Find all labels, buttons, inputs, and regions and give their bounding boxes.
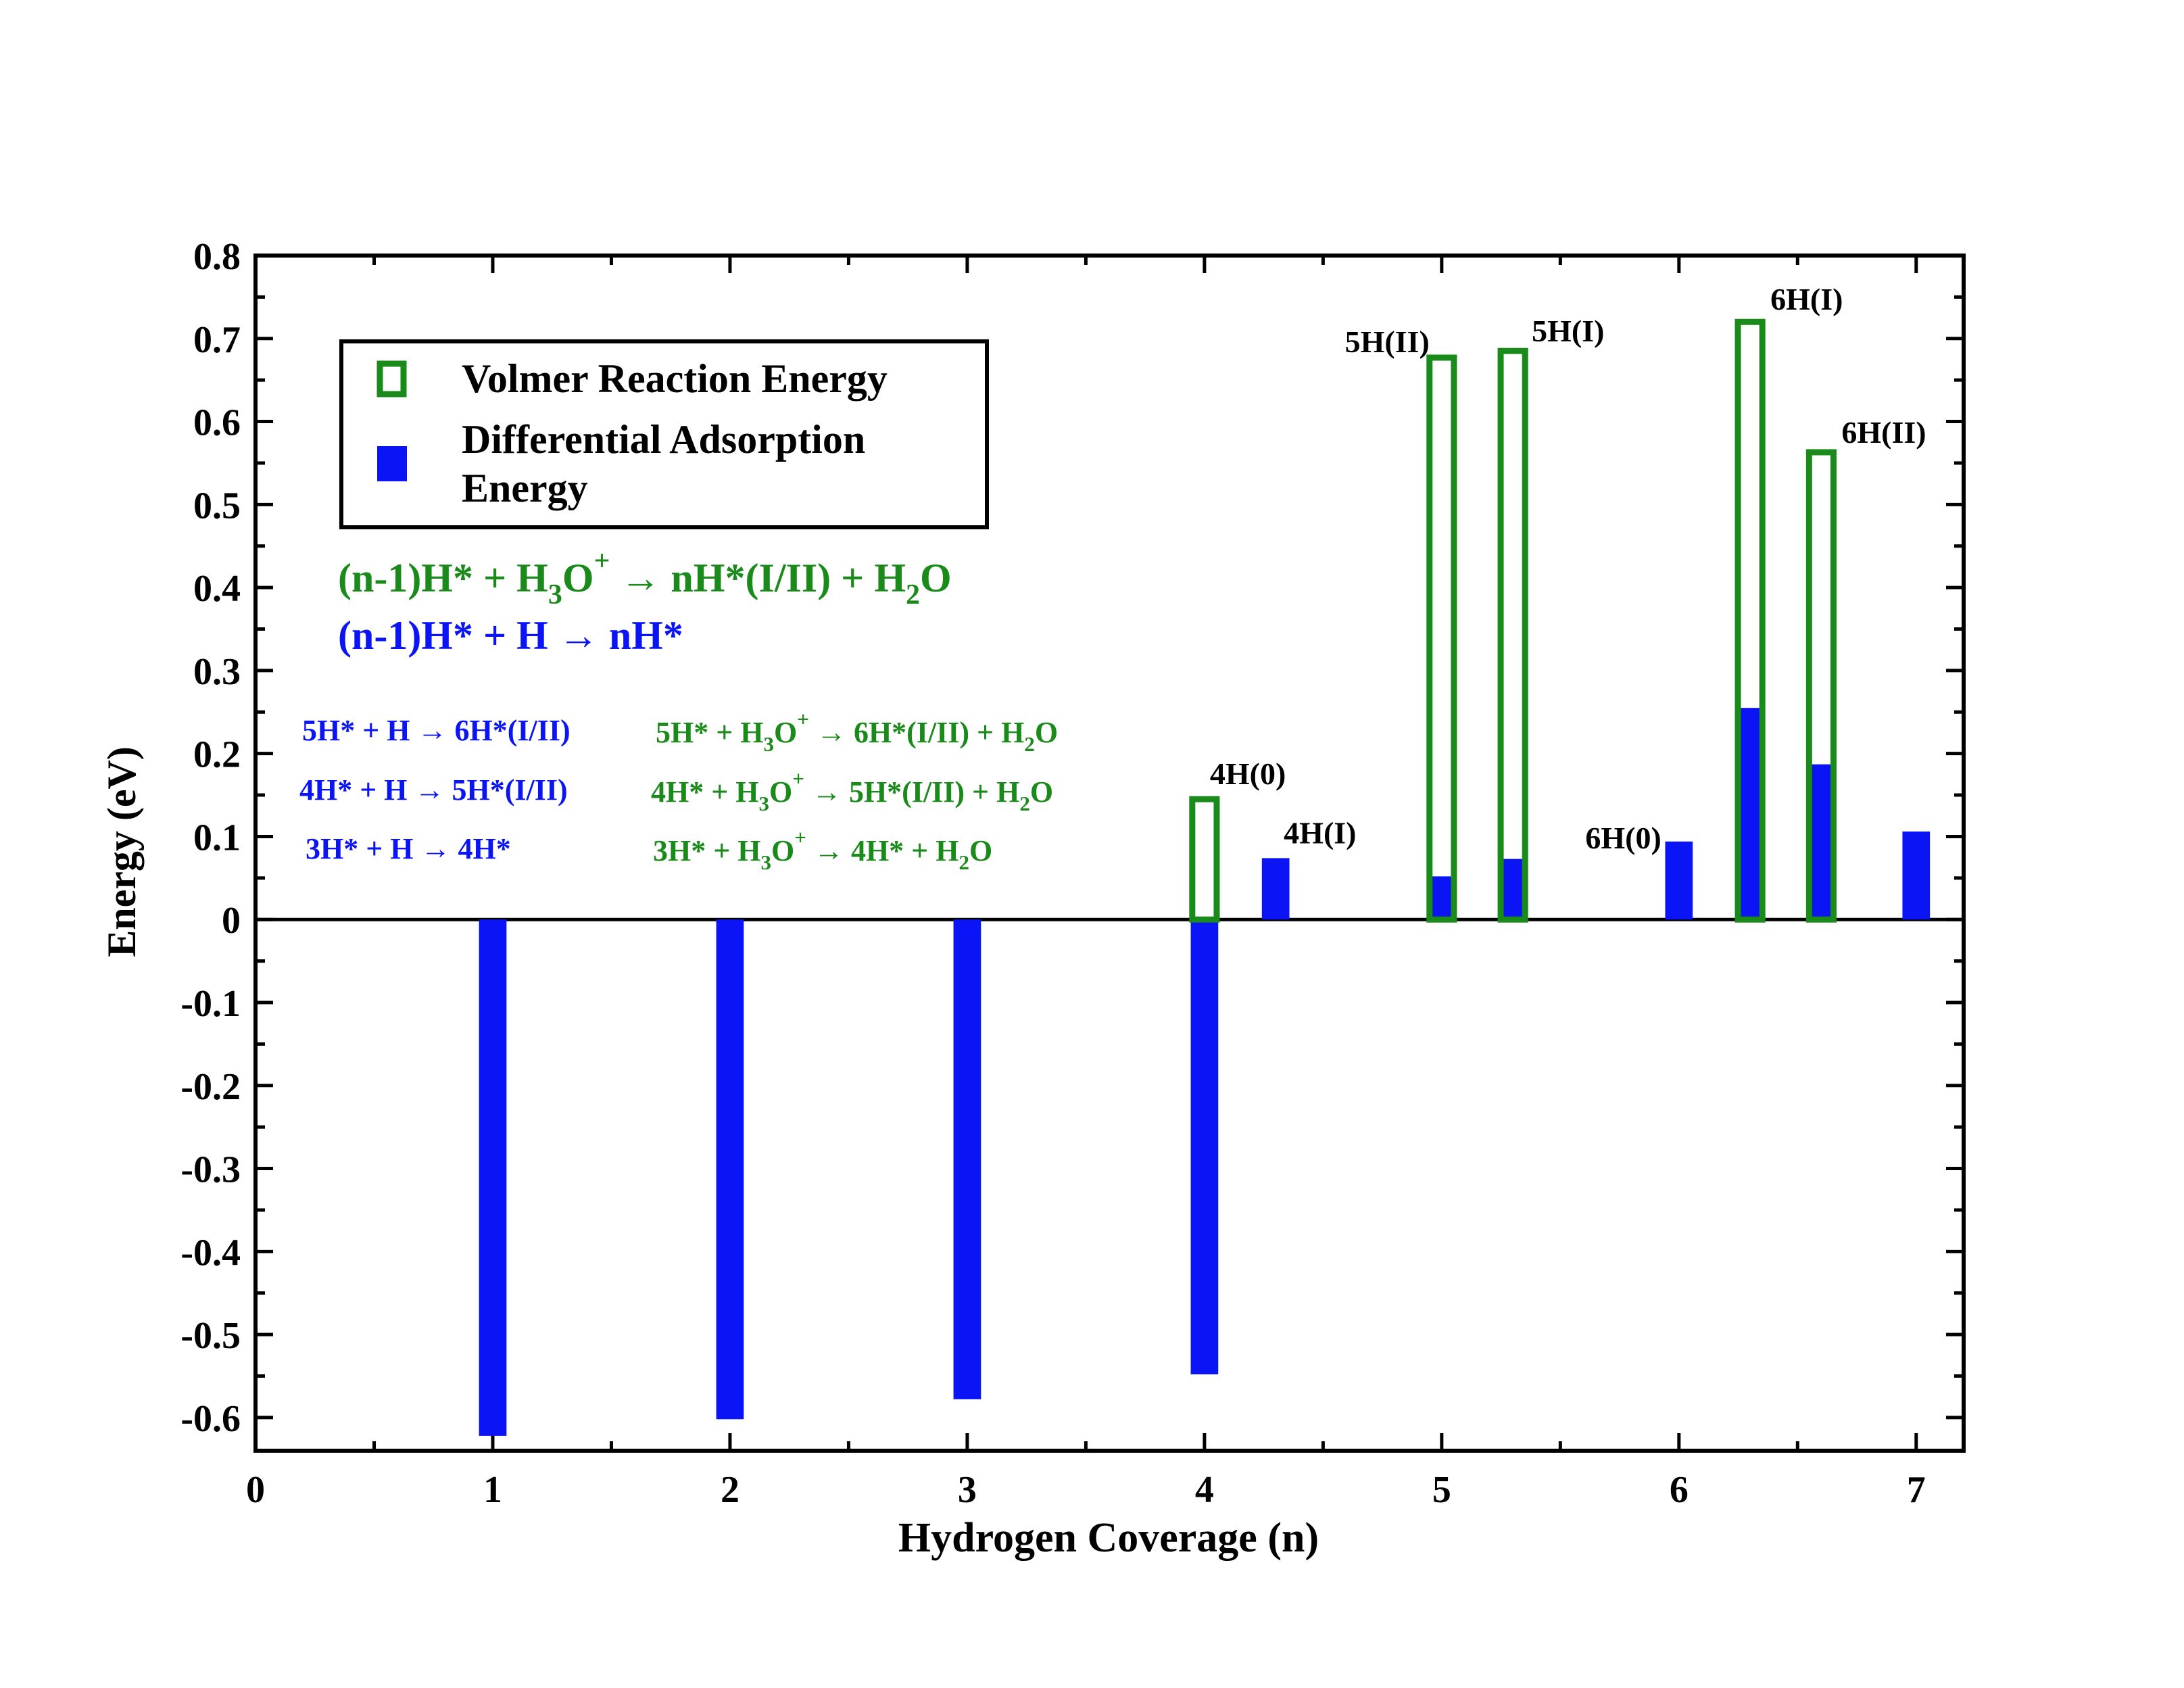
legend-label-volmer: Volmer Reaction Energy: [462, 356, 888, 401]
bar-label: 4H(I): [1284, 815, 1356, 850]
x-tick-label: 1: [483, 1469, 502, 1511]
y-axis-title: Energy (eV): [99, 746, 144, 957]
bar-volmer-reaction: [1805, 449, 1837, 923]
legend: Volmer Reaction Energy Differential Adso…: [339, 339, 989, 529]
annotation-differential-step-4: 3H* + H → 4H*: [306, 832, 511, 865]
y-tick-label: -0.4: [180, 1232, 241, 1274]
legend-frame: [339, 339, 989, 529]
annotation-differential-general: (n-1)H* + H → nH*: [338, 613, 683, 658]
annotation-subscript: 3: [548, 579, 562, 610]
annotation-subscript: 3: [764, 732, 775, 756]
bar-differential-adsorption: [953, 919, 981, 1399]
plot-frame: [253, 254, 1966, 1453]
annotation-volmer-step-6: 5H* + H3O+ → 6H*(I/II) + H2O: [656, 707, 1058, 756]
annotation-differential-step-5: 4H* + H → 5H*(I/II): [299, 773, 568, 806]
bar-differential-adsorption: [1261, 858, 1290, 920]
bar-volmer-reaction: [1426, 354, 1457, 923]
bar-differential-adsorption: [1499, 859, 1527, 920]
y-tick-label: 0.7: [193, 319, 241, 361]
bar-differential-adsorption: [716, 919, 744, 1420]
bar-differential-adsorption: [479, 919, 507, 1436]
bar-label: 6H(II): [1841, 415, 1926, 450]
annotation-superscript: +: [594, 546, 610, 577]
y-tick-label: 0: [222, 900, 241, 942]
y-tick-label: 0.1: [193, 817, 241, 859]
bar-volmer-reaction: [1734, 318, 1766, 923]
annotation-differential-step-6: 5H* + H → 6H*(I/II): [302, 714, 571, 747]
bar-label: 5H(II): [1345, 324, 1430, 359]
y-tick-label: 0.2: [193, 734, 241, 776]
annotation-part: O: [769, 775, 792, 809]
bar-volmer-reaction: [1189, 796, 1220, 923]
legend-label-differential-line2: Energy: [462, 466, 588, 510]
legend-swatch-differential: [377, 446, 407, 481]
annotation-part: 4H* + H: [651, 775, 759, 809]
bar-differential-adsorption: [1190, 919, 1219, 1375]
legend-label-differential: Differential Adsorption Energy: [462, 417, 875, 510]
annotation-part: → 6H*(I/II) + H: [809, 716, 1024, 749]
plot-layer: 0 1 2 3 4 5 6 7 0.8 0.7 0.6 0.5 0.4 0.3 0.2 0.1 0 -0.1 -0.…: [180, 236, 1964, 1511]
y-tick-label: 0.8: [193, 236, 241, 278]
annotation-part: O: [771, 834, 794, 867]
bar-volmer-reaction: [1497, 347, 1528, 923]
y-tick-label: -0.2: [180, 1066, 241, 1108]
annotation-part: 3H* + H: [653, 834, 761, 867]
annotation-volmer-step-5: 4H* + H3O+ → 5H*(I/II) + H2O: [651, 767, 1053, 815]
y-tick-label: 0.5: [193, 485, 241, 527]
annotation-part: O: [1035, 716, 1058, 749]
bar-label: 6H(0): [1585, 821, 1661, 855]
bar-differential-adsorption: [1665, 841, 1693, 920]
annotation-part: O: [774, 716, 797, 749]
y-tick-label: -0.1: [180, 983, 241, 1025]
legend-label-differential-line1: Differential Adsorption: [462, 417, 865, 462]
bar-differential-adsorption: [1902, 831, 1931, 920]
annotation-part: O: [969, 834, 992, 867]
x-axis-title: Hydrogen Coverage (n): [898, 1515, 1319, 1561]
annotation-subscript: 3: [759, 792, 770, 815]
bar-label: 4H(0): [1210, 756, 1286, 791]
annotation-part: O: [920, 556, 952, 600]
annotation-volmer-general: (n-1)H* + H3O+ → nH*(I/II) + H2O: [338, 546, 952, 610]
x-tick-label: 4: [1195, 1469, 1214, 1511]
y-tick-label: -0.6: [180, 1398, 241, 1440]
bar-label: 6H(I): [1770, 282, 1843, 316]
x-tick-label: 2: [721, 1469, 739, 1511]
annotation-subscript: 2: [906, 579, 920, 610]
annotation-superscript: +: [794, 825, 806, 849]
y-tick-label: -0.5: [180, 1315, 241, 1357]
annotation-part: → 5H*(I/II) + H: [804, 775, 1019, 809]
annotation-subscript: 2: [958, 850, 969, 874]
y-tick-label: -0.3: [180, 1149, 241, 1191]
annotation-part: O: [562, 556, 594, 600]
annotation-superscript: +: [797, 707, 809, 731]
y-tick-label: 0.6: [193, 402, 241, 444]
annotation-part: → 4H* + H: [806, 834, 959, 867]
annotation-subscript: 2: [1019, 792, 1030, 815]
x-tick-label: 3: [958, 1469, 977, 1511]
bar-differential-adsorption: [1428, 876, 1456, 920]
y-tick-label: 0.3: [193, 651, 241, 693]
annotation-subscript: 3: [761, 850, 772, 874]
bar-differential-adsorption: [1736, 708, 1764, 920]
legend-swatch-volmer: [377, 360, 407, 397]
x-tick-label: 5: [1432, 1469, 1451, 1511]
annotation-part: O: [1030, 775, 1053, 809]
annotation-part: → nH*(I/II) + H: [610, 556, 906, 600]
annotation-superscript: +: [792, 767, 804, 790]
y-tick-label: 0.4: [193, 568, 241, 610]
annotation-subscript: 2: [1024, 732, 1035, 756]
annotation-volmer-step-4: 3H* + H3O+ → 4H* + H2O: [653, 825, 992, 874]
x-tick-label: 7: [1907, 1469, 1926, 1511]
annotation-part: 5H* + H: [656, 716, 764, 749]
bar-label: 5H(I): [1532, 314, 1604, 348]
annotation-part: (n-1)H* + H: [338, 556, 548, 600]
x-tick-label: 0: [246, 1469, 265, 1511]
x-tick-label: 6: [1670, 1469, 1689, 1511]
bar-differential-adsorption: [1807, 764, 1835, 920]
